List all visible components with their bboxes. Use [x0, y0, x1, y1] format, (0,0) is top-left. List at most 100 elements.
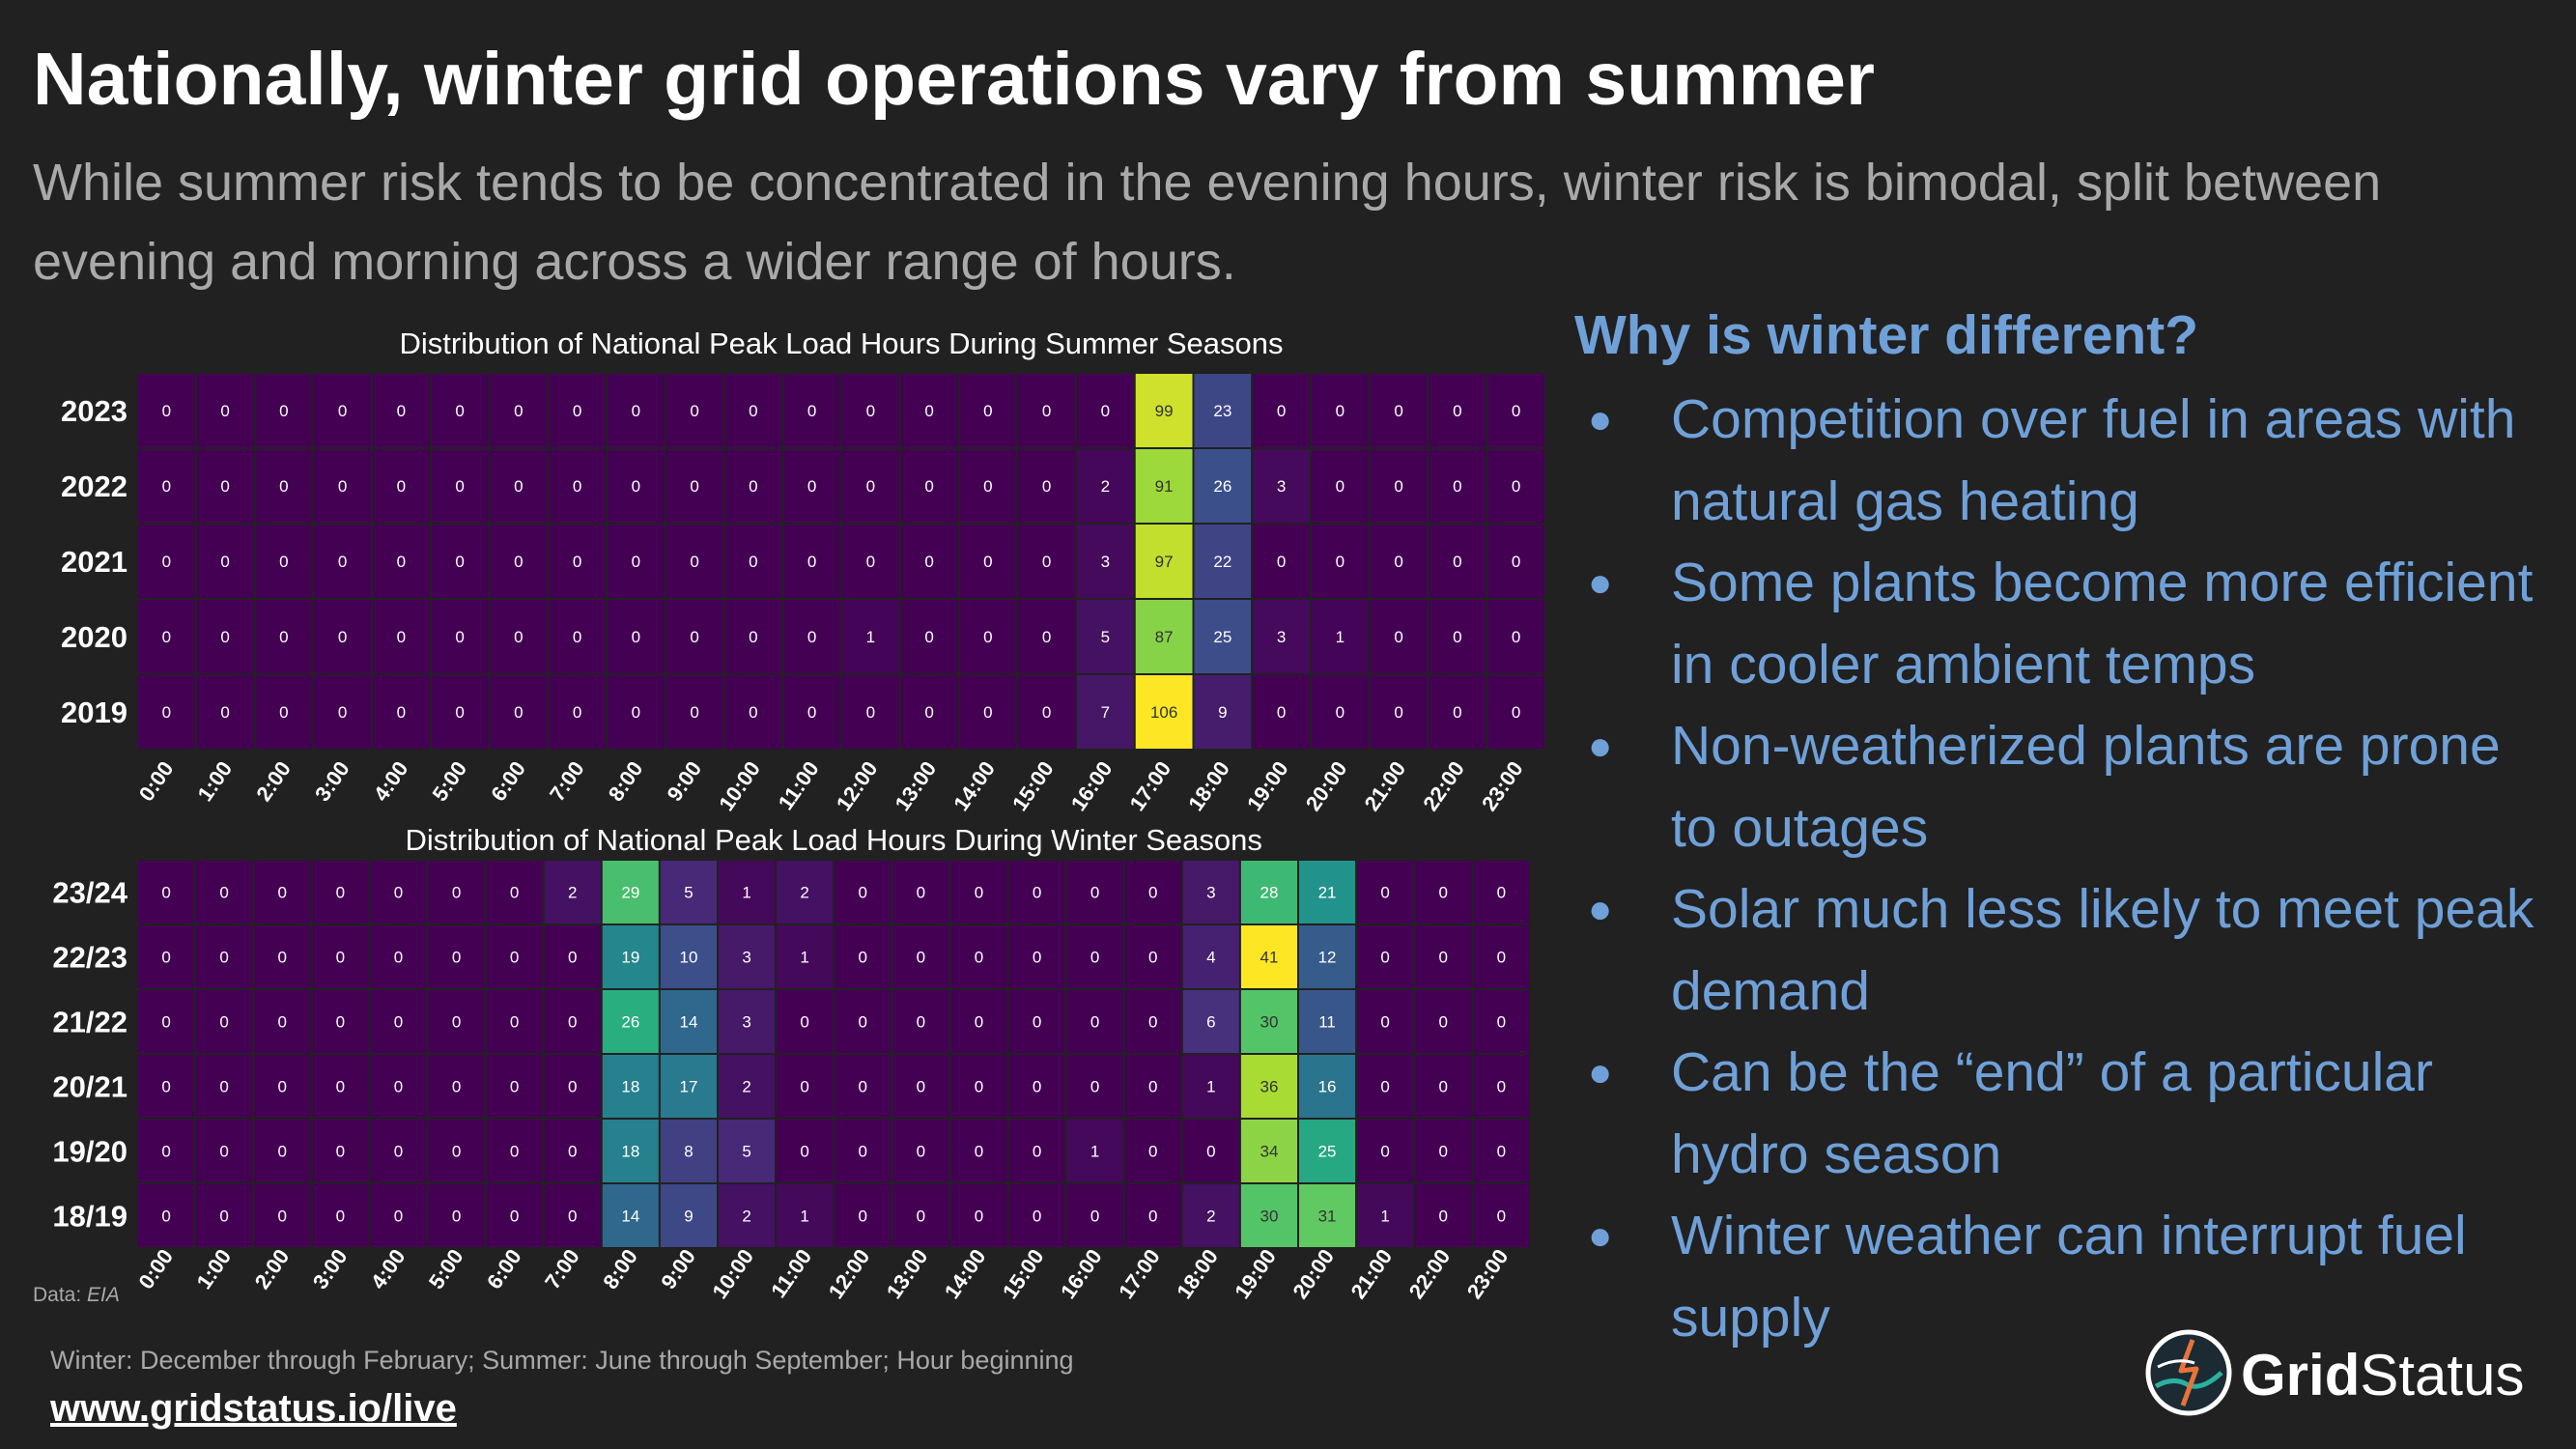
cell-value-label: 0 [1148, 1013, 1157, 1032]
cell-value-label: 0 [1512, 703, 1520, 722]
cell-value-label: 0 [1336, 477, 1345, 496]
heatmap-cell [1064, 1118, 1125, 1184]
y-tick-label: 2021 [61, 545, 127, 579]
cell-value-label: 41 [1260, 949, 1278, 967]
cell-value-label: 0 [1033, 949, 1041, 967]
heatmap-cell [948, 923, 1009, 990]
cell-value-label: 0 [1380, 1013, 1389, 1032]
gridstatus-link[interactable]: www.gridstatus.io/live [50, 1387, 457, 1430]
cell-value-label: 0 [1042, 477, 1051, 496]
logo-wordmark: GridStatus [2241, 1343, 2525, 1407]
heatmap-cell [1471, 1118, 1532, 1184]
heatmap-cell [664, 447, 725, 525]
gridstatus-logo-icon [2145, 1329, 2232, 1416]
y-tick-label: 19/20 [52, 1135, 127, 1169]
cell-value-label: 0 [1453, 553, 1461, 571]
heatmap-cell [371, 598, 432, 675]
heatmap-cell [484, 859, 545, 925]
cell-value-label: 1 [1090, 1143, 1099, 1161]
cell-value-label: 0 [983, 477, 992, 496]
cell-value-label: 0 [690, 402, 698, 420]
cell-value-label: 0 [1033, 884, 1041, 902]
cell-value-label: 0 [394, 1013, 403, 1032]
x-tick-label: 3:00 [310, 757, 354, 806]
cell-value-label: 0 [1394, 402, 1402, 420]
heatmap-cell [1368, 447, 1430, 525]
cell-value-label: 0 [220, 553, 229, 571]
cell-value-label: 0 [1380, 949, 1389, 967]
cell-value-label: 0 [514, 402, 523, 420]
heatmap-cell [948, 1182, 1009, 1249]
heatmap-cell [1427, 523, 1488, 600]
heatmap-cell [136, 1053, 197, 1120]
heatmap-cell [1238, 1182, 1300, 1249]
cell-value-label: 0 [1512, 477, 1520, 496]
cell-value-label: 0 [807, 628, 816, 646]
cell-value-label: 22 [1213, 553, 1231, 571]
heatmap-cell [1486, 523, 1545, 600]
cell-value-label: 0 [983, 553, 992, 571]
heatmap-cell [1016, 372, 1077, 449]
cell-value-label: 0 [800, 1078, 808, 1096]
cell-value-label: 28 [1260, 884, 1278, 902]
heatmap-cell [1368, 372, 1430, 449]
cell-value-label: 0 [278, 949, 287, 967]
cell-value-label: 0 [161, 949, 170, 967]
cell-value-label: 0 [338, 703, 347, 722]
cell-value-label: 0 [514, 477, 523, 496]
x-tick-label: 5:00 [427, 757, 471, 806]
cell-value-label: 0 [279, 402, 288, 420]
cell-value-label: 0 [397, 553, 406, 571]
heatmap-cell [664, 673, 725, 751]
sidebar-bullet: ● Can be the “end” of a particular hydro … [1584, 1032, 2550, 1195]
heatmap-cell [717, 1182, 778, 1249]
cell-value-label: 0 [336, 949, 345, 967]
y-tick-label: 2023 [61, 394, 127, 428]
cell-value-label: 21 [1318, 884, 1337, 902]
x-tick-label: 22:00 [1404, 1245, 1456, 1303]
cell-value-label: 0 [220, 703, 229, 722]
heatmap-cell [658, 1118, 720, 1184]
x-tick-label: 16:00 [1066, 757, 1118, 815]
cell-value-label: 0 [1453, 402, 1461, 420]
cell-value-label: 0 [1148, 884, 1157, 902]
cell-value-label: 0 [162, 703, 171, 722]
sidebar-bullet: ● Winter weather can interrupt fuel suppl… [1584, 1195, 2550, 1358]
cell-value-label: 0 [983, 703, 992, 722]
cell-value-label: 1 [866, 628, 875, 646]
cell-value-label: 3 [1101, 553, 1110, 571]
cell-value-label: 0 [749, 628, 757, 646]
cell-value-label: 0 [924, 703, 933, 722]
cell-value-label: 0 [394, 884, 403, 902]
cell-value-label: 0 [1497, 1078, 1506, 1096]
heatmap-cell [833, 1118, 893, 1184]
cell-value-label: 0 [859, 1078, 867, 1096]
cell-value-label: 1 [800, 949, 808, 967]
cell-value-label: 0 [510, 949, 519, 967]
y-tick-label: 21/22 [52, 1006, 127, 1039]
heatmap-cell [1122, 1118, 1183, 1184]
cell-value-label: 2 [800, 884, 808, 902]
heatmap-cell [1251, 598, 1312, 675]
cell-value-label: 0 [632, 628, 640, 646]
heatmap-cell [368, 859, 429, 925]
cell-value-label: 8 [684, 1143, 693, 1161]
heatmap-cell [1413, 1118, 1474, 1184]
cell-value-label: 0 [1148, 949, 1157, 967]
cell-value-label: 0 [1033, 1078, 1041, 1096]
x-tick-label: 14:00 [940, 1245, 991, 1303]
bullet-dot-icon: ● [1588, 1049, 1613, 1094]
cell-value-label: 0 [1336, 553, 1345, 571]
heatmap-cell [600, 1182, 661, 1249]
cell-value-label: 0 [452, 1143, 461, 1161]
heatmap-cell [1297, 1182, 1358, 1249]
x-tick-label: 9:00 [662, 757, 706, 806]
x-tick-label: 11:00 [766, 1245, 816, 1302]
heatmap-cell [1238, 988, 1300, 1055]
heatmap-cell [1413, 988, 1474, 1055]
cell-value-label: 0 [924, 402, 933, 420]
cell-value-label: 0 [1277, 703, 1286, 722]
cell-value-label: 26 [621, 1013, 639, 1032]
cell-value-label: 0 [278, 1208, 287, 1226]
heatmap-cell [1133, 673, 1195, 751]
